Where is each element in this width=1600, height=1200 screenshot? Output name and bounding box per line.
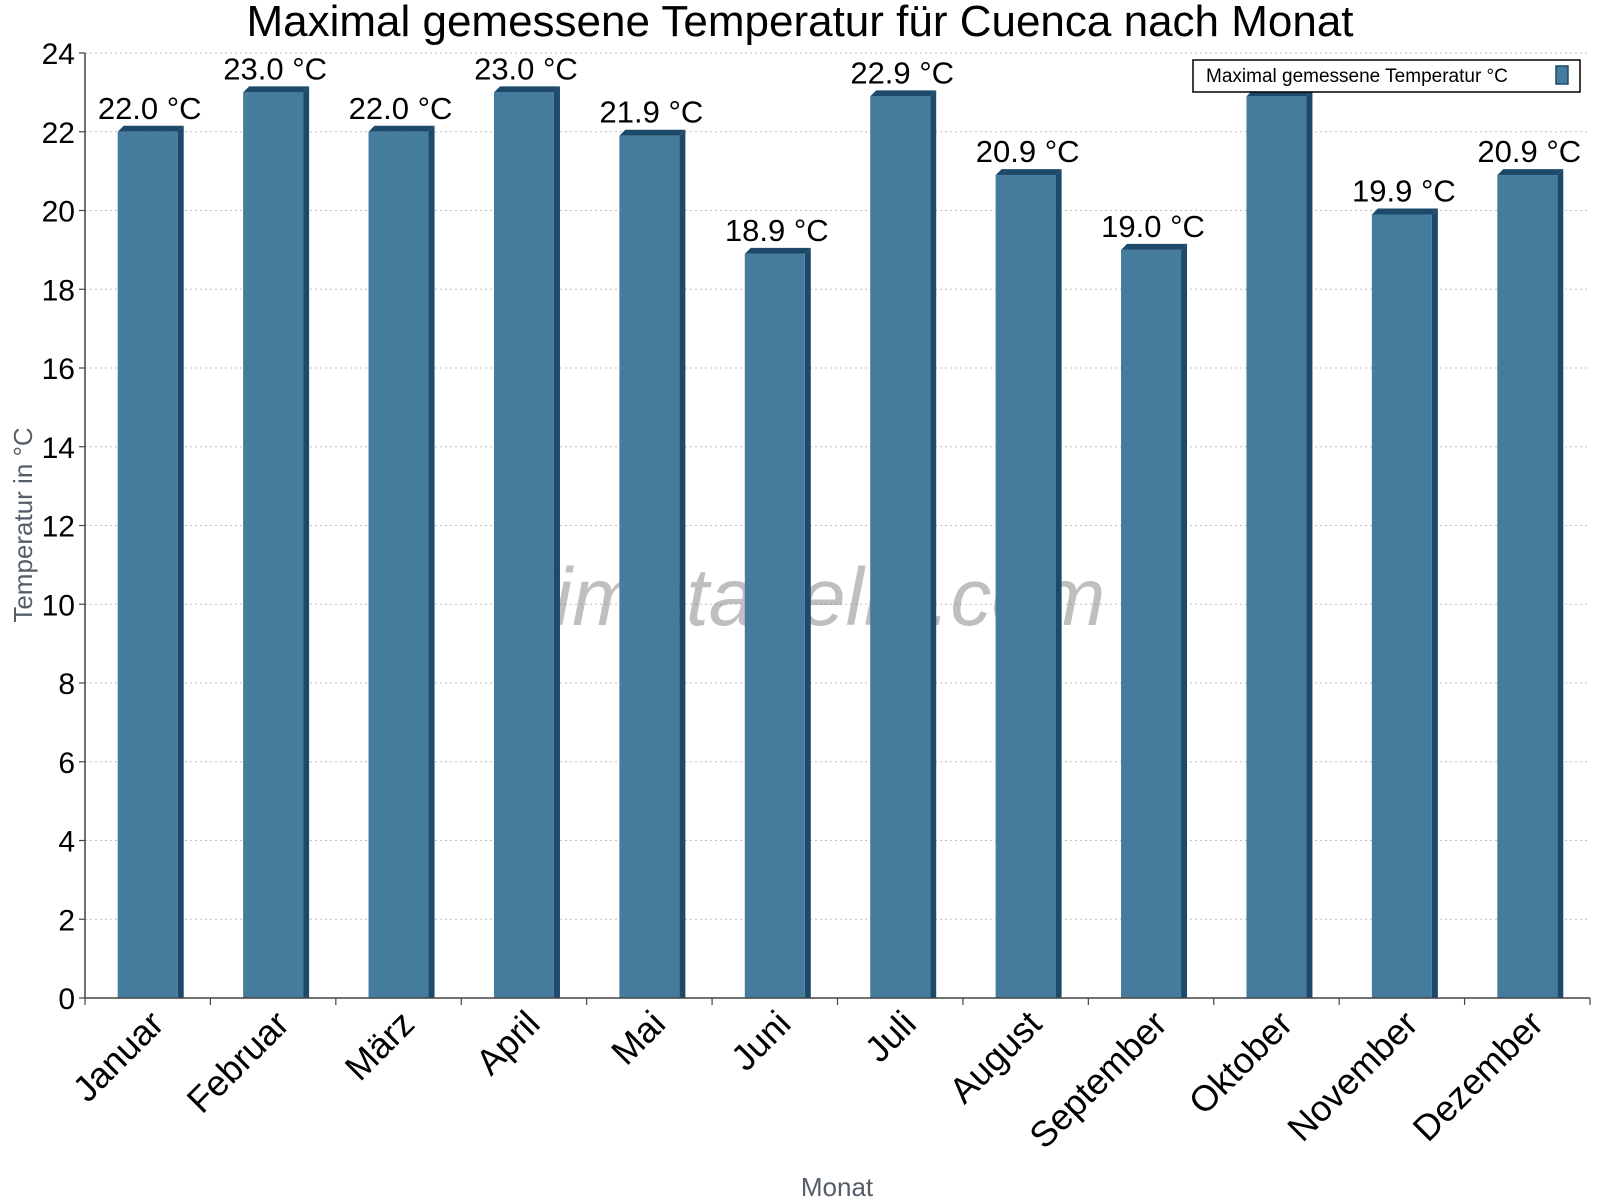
- x-tick-label: Mai: [603, 1003, 673, 1073]
- bar-top: [243, 86, 310, 93]
- bar-side: [303, 86, 310, 998]
- y-tick-label: 22: [42, 117, 75, 150]
- bar-face: [243, 92, 304, 998]
- y-tick-label: 8: [58, 668, 75, 701]
- legend-box: [1192, 59, 1581, 93]
- bar-face: [744, 253, 805, 998]
- data-label: 23.0 °C: [474, 51, 578, 86]
- bar-november: [1371, 208, 1438, 998]
- y-tick-label: 6: [58, 747, 75, 780]
- bar-side: [679, 129, 686, 998]
- bar-side: [428, 125, 435, 998]
- bar-side: [930, 90, 937, 998]
- y-tick-label: 2: [58, 904, 75, 937]
- data-label: 18.9 °C: [725, 213, 829, 248]
- bar-face: [1246, 96, 1307, 998]
- bar-top: [744, 247, 811, 254]
- bar-top: [1121, 243, 1188, 250]
- legend-label: Maximal gemessene Temperatur °C: [1206, 66, 1508, 87]
- x-tick-label: Juni: [723, 1003, 799, 1079]
- x-tick-label: Januar: [65, 1003, 172, 1110]
- data-label: 22.9 °C: [850, 55, 954, 90]
- bars: [117, 86, 1564, 998]
- bar-side: [1431, 208, 1438, 998]
- bar-top: [493, 86, 560, 93]
- data-label: 19.9 °C: [1352, 173, 1456, 208]
- bar-top: [1497, 169, 1564, 176]
- bar-side: [804, 247, 811, 998]
- y-tick-label: 18: [42, 274, 75, 307]
- bar-februar: [243, 86, 310, 998]
- bar-side: [177, 125, 184, 998]
- x-tick-label: Dezember: [1405, 1003, 1551, 1149]
- x-tick-labels: Januar Februar März April Mai Juni Juli AugustS…: [65, 1003, 1551, 1157]
- bar-side: [1557, 169, 1564, 998]
- bar-dezember: [1497, 169, 1564, 998]
- axes: [79, 52, 1591, 1005]
- chart-title: Maximal gemessene Temperatur für Cuenca …: [246, 0, 1353, 46]
- y-tick-label: 10: [42, 589, 75, 622]
- gridlines: [85, 52, 1590, 920]
- bar-face: [870, 96, 931, 998]
- bar-januar: [117, 125, 184, 998]
- data-label: 22.0 °C: [98, 91, 202, 126]
- bar-face: [995, 175, 1056, 998]
- bar-top: [1371, 208, 1438, 215]
- x-axis-label: Monat: [801, 1172, 874, 1200]
- x-tick-label: Oktober: [1181, 1003, 1301, 1123]
- bar-face: [1121, 249, 1182, 998]
- bar-top: [368, 125, 435, 132]
- data-label: 22.0 °C: [349, 91, 453, 126]
- x-tick-label: Februar: [179, 1003, 297, 1121]
- bar-face: [117, 131, 178, 998]
- bar-top: [619, 129, 686, 136]
- y-axis-label: Temperatur in °C: [8, 427, 38, 622]
- data-label: 20.9 °C: [1477, 134, 1581, 169]
- x-tick-label: April: [468, 1003, 548, 1083]
- x-tick-label: September: [1021, 1003, 1175, 1157]
- bar-juni: [744, 247, 811, 998]
- data-label: 21.9 °C: [600, 95, 704, 130]
- bar-mai: [619, 129, 686, 998]
- x-tick-label: März: [337, 1003, 423, 1089]
- x-tick-label: Juli: [857, 1003, 924, 1070]
- y-tick-label: 24: [42, 38, 75, 71]
- bar-face: [493, 92, 554, 998]
- bar-side: [553, 86, 560, 998]
- data-label: 19.0 °C: [1101, 209, 1205, 244]
- y-tick-label: 0: [58, 983, 75, 1016]
- bar-face: [368, 131, 429, 998]
- bar-side: [1055, 169, 1062, 998]
- bar-september: [1121, 243, 1188, 998]
- bar-märz: [368, 125, 435, 998]
- y-tick-label: 14: [42, 432, 75, 465]
- bar-august: [995, 169, 1062, 998]
- bar-face: [1497, 175, 1558, 998]
- y-tick-label: 16: [42, 353, 75, 386]
- y-tick-label: 4: [58, 826, 75, 859]
- legend: Maximal gemessene Temperatur °C: [1192, 59, 1581, 93]
- x-tick-label: August: [941, 1003, 1049, 1111]
- bar-face: [1371, 214, 1432, 998]
- bar-top: [117, 125, 184, 132]
- bar-oktober: [1246, 90, 1313, 998]
- bar-face: [619, 135, 680, 998]
- bar-april: [493, 86, 560, 998]
- x-tick-label: November: [1279, 1003, 1425, 1149]
- data-label: 20.9 °C: [976, 134, 1080, 169]
- legend-swatch: [1555, 65, 1569, 85]
- bar-side: [1181, 243, 1188, 998]
- data-label: 23.0 °C: [223, 51, 327, 86]
- bar-side: [1306, 90, 1313, 998]
- bar-juli: [870, 90, 937, 998]
- data-labels: 22.0 °C 23.0 °C 22.0 °C 23.0 °C 21.9 °C 18.9 …: [98, 51, 1581, 247]
- bar-top: [995, 169, 1062, 176]
- y-tick-label: 12: [42, 511, 75, 544]
- bar-top: [870, 90, 937, 97]
- y-tick-label: 20: [42, 196, 75, 229]
